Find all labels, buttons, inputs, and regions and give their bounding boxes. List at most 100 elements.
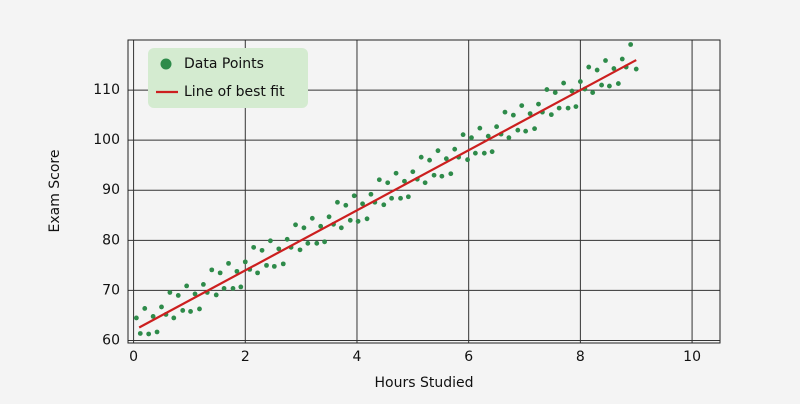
legend-marker	[160, 58, 172, 70]
data-point	[443, 156, 449, 162]
data-point	[276, 246, 282, 252]
data-point	[519, 103, 525, 109]
fit-line	[138, 59, 637, 329]
data-point	[180, 308, 186, 313]
data-point	[619, 56, 625, 62]
data-point	[213, 292, 219, 298]
data-point	[552, 90, 558, 95]
data-point	[142, 306, 148, 311]
data-point	[615, 81, 621, 86]
data-point	[393, 170, 399, 176]
data-point	[146, 331, 152, 337]
data-point	[481, 150, 487, 156]
data-point	[175, 293, 181, 298]
data-point	[410, 169, 416, 175]
data-point	[381, 202, 387, 208]
data-point	[402, 178, 407, 184]
y-tick-label: 80	[102, 232, 120, 248]
data-point	[355, 218, 361, 224]
data-point	[489, 149, 495, 155]
data-point	[427, 157, 432, 163]
data-point	[197, 306, 202, 312]
data-point	[159, 304, 164, 310]
legend-label: Line of best fit	[184, 84, 285, 100]
data-point	[238, 284, 244, 290]
data-point	[452, 146, 458, 152]
y-tick-label: 90	[102, 182, 120, 198]
data-point	[418, 154, 424, 160]
data-point	[297, 247, 303, 253]
data-point	[293, 222, 298, 228]
data-point	[431, 172, 437, 178]
data-point	[200, 282, 206, 287]
data-point	[259, 247, 265, 253]
data-point	[171, 315, 177, 321]
data-point	[465, 157, 470, 163]
data-point	[435, 148, 441, 154]
data-point	[150, 314, 156, 319]
data-point	[477, 125, 483, 131]
data-point	[255, 270, 260, 276]
data-point	[422, 180, 428, 186]
data-point	[188, 309, 193, 314]
data-point	[314, 240, 320, 246]
data-point	[448, 171, 454, 177]
data-point	[368, 191, 374, 197]
x-tick-label: 4	[353, 349, 362, 365]
x-tick-label: 6	[464, 349, 473, 365]
data-point	[590, 90, 596, 95]
data-point	[385, 180, 391, 186]
data-point	[364, 216, 370, 222]
data-point	[586, 64, 592, 70]
data-point	[360, 201, 365, 207]
data-point	[326, 214, 332, 220]
y-tick-label: 70	[102, 282, 120, 298]
data-point	[515, 127, 521, 133]
data-point	[523, 128, 529, 134]
data-point	[284, 236, 290, 242]
data-point	[527, 111, 533, 117]
data-point	[226, 260, 231, 266]
y-tick-label: 100	[93, 132, 120, 148]
data-point	[502, 109, 508, 115]
data-point	[271, 263, 277, 269]
data-point	[137, 331, 143, 336]
data-point	[133, 315, 139, 321]
data-point	[167, 290, 173, 295]
data-point	[565, 105, 571, 111]
y-tick-label: 60	[102, 332, 120, 348]
data-point	[221, 286, 227, 291]
data-point	[472, 150, 478, 156]
data-point	[347, 217, 353, 223]
data-point	[569, 88, 575, 94]
data-point	[280, 261, 286, 267]
data-point	[599, 82, 604, 88]
data-point	[398, 195, 403, 201]
data-point	[251, 244, 257, 250]
data-point	[322, 239, 327, 245]
data-point	[343, 202, 349, 208]
data-point	[536, 101, 541, 107]
data-point	[184, 283, 190, 289]
data-point	[301, 225, 307, 231]
data-point	[268, 238, 273, 244]
legend-box	[148, 48, 308, 108]
data-point	[607, 83, 612, 89]
data-point	[469, 135, 474, 141]
data-point	[510, 112, 516, 118]
y-axis-label: Exam Score	[47, 149, 63, 232]
data-point	[494, 124, 500, 130]
data-point	[389, 195, 395, 201]
data-point	[234, 268, 240, 274]
legend-label: Data Points	[184, 56, 264, 72]
x-tick-label: 0	[129, 349, 138, 365]
data-point	[573, 104, 579, 110]
data-point	[305, 240, 311, 246]
data-point	[556, 105, 562, 111]
data-point	[611, 66, 617, 71]
data-point	[335, 199, 340, 205]
data-point	[628, 42, 634, 47]
data-point	[192, 291, 198, 297]
data-point	[485, 133, 491, 139]
